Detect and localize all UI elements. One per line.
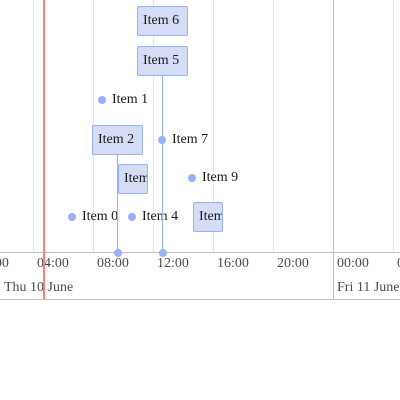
major-axis-label: Fri 11 June bbox=[337, 280, 400, 295]
grid-line bbox=[333, 0, 334, 299]
item-box[interactable]: Item bbox=[118, 164, 148, 194]
minor-axis-label: 00:00 bbox=[0, 256, 9, 271]
item-line bbox=[117, 155, 118, 252]
item-box[interactable]: Item 2 bbox=[92, 125, 143, 155]
item-label[interactable]: Item 7 bbox=[172, 132, 209, 147]
minor-axis-label: 20:00 bbox=[277, 256, 309, 271]
item-dot bbox=[68, 213, 76, 221]
grid-line bbox=[273, 0, 274, 252]
minor-axis-label: 04:00 bbox=[37, 256, 69, 271]
grid-line bbox=[153, 0, 154, 252]
item-dot bbox=[113, 249, 122, 257]
current-time bbox=[43, 0, 45, 299]
item-box[interactable]: Item bbox=[193, 202, 223, 232]
item-label[interactable]: Item 0 bbox=[82, 209, 119, 224]
grid-line bbox=[393, 0, 394, 252]
item-box[interactable]: Item 6 bbox=[137, 6, 188, 36]
minor-axis-label: 00:00 bbox=[337, 256, 369, 271]
minor-axis-label: 08:00 bbox=[97, 256, 129, 271]
minor-axis-label: 00:00 bbox=[397, 256, 400, 272]
item-line bbox=[162, 76, 163, 252]
item-box[interactable]: Item 5 bbox=[137, 46, 188, 76]
item-label[interactable]: Item 9 bbox=[202, 170, 239, 185]
item-dot bbox=[158, 249, 167, 257]
timeline[interactable]: 00:00 04:00 08:00 12:00 16:00 20:00 00:00 00:00… bbox=[0, 0, 400, 300]
grid-line bbox=[213, 0, 214, 252]
item-dot bbox=[128, 213, 136, 221]
grid-line bbox=[33, 0, 34, 252]
item-label[interactable]: Item 1 bbox=[112, 92, 149, 107]
minor-axis-label: 12:00 bbox=[157, 256, 189, 271]
item-label[interactable]: Item 4 bbox=[142, 209, 179, 224]
item-dot bbox=[158, 136, 166, 144]
item-dot bbox=[98, 96, 106, 104]
major-axis-label: Thu 10 June bbox=[4, 280, 74, 295]
item-dot bbox=[188, 174, 196, 182]
minor-axis-label: 16:00 bbox=[217, 256, 249, 271]
axis-line bbox=[0, 252, 400, 253]
